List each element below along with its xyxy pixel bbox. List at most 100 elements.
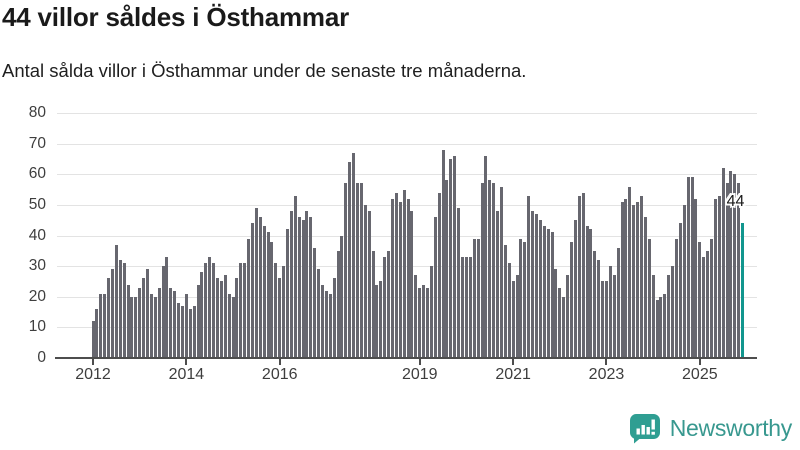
- x-tick: [185, 359, 188, 365]
- chart-title: 44 villor såldes i Östhammar: [2, 2, 350, 32]
- x-tick: [418, 359, 421, 365]
- bar: [503, 244, 507, 358]
- y-tick-label: 10: [28, 318, 46, 336]
- bar: [254, 207, 258, 358]
- bar: [231, 296, 235, 358]
- bar: [363, 204, 367, 358]
- bar: [219, 281, 223, 358]
- bar: [496, 211, 500, 358]
- bar: [433, 217, 437, 358]
- bar: [173, 290, 177, 358]
- bar: [461, 256, 465, 358]
- bar: [262, 226, 266, 358]
- bar: [114, 244, 118, 358]
- y-gridline: [57, 143, 757, 145]
- bar: [550, 232, 554, 358]
- bar: [616, 247, 620, 358]
- bar: [667, 275, 671, 358]
- x-tick: [605, 359, 608, 365]
- bar: [293, 195, 297, 358]
- bar: [717, 195, 721, 358]
- bar: [632, 204, 636, 358]
- highlight-value-annotation: 44: [726, 193, 745, 211]
- x-tick-label: 2019: [401, 366, 438, 383]
- bar: [710, 238, 713, 358]
- bar: [492, 183, 496, 358]
- bar: [324, 290, 328, 358]
- bar: [165, 256, 169, 358]
- bar: [702, 256, 706, 358]
- bar: [581, 192, 585, 358]
- bar: [422, 284, 426, 358]
- bar: [398, 201, 402, 358]
- bar: [655, 299, 659, 358]
- bar: [534, 214, 538, 358]
- bar: [639, 195, 643, 358]
- bar: [554, 269, 558, 358]
- bar: [511, 281, 515, 358]
- bar: [266, 232, 270, 358]
- bar: [698, 241, 702, 358]
- bar: [678, 223, 682, 358]
- bar: [686, 177, 690, 358]
- bar: [212, 263, 216, 358]
- bar: [733, 174, 737, 358]
- bar: [725, 183, 729, 358]
- chart-subtitle: Antal sålda villor i Östhammar under de …: [2, 60, 527, 81]
- bar: [663, 293, 667, 358]
- x-tick-label: 2021: [495, 366, 531, 383]
- y-gridline: [57, 174, 757, 176]
- bar: [208, 256, 212, 358]
- bar: [538, 220, 542, 358]
- bar: [418, 287, 422, 358]
- bar: [340, 235, 344, 358]
- bar: [651, 275, 655, 358]
- bar: [134, 296, 138, 358]
- x-tick-label: 2023: [588, 366, 625, 383]
- bar: [169, 287, 173, 358]
- bar: [476, 238, 480, 358]
- highlight-bar: [741, 223, 745, 358]
- bar: [507, 263, 511, 358]
- x-tick-label: 2016: [261, 366, 298, 383]
- bar: [379, 281, 383, 358]
- bar: [437, 192, 441, 358]
- bar: [713, 198, 717, 358]
- bar: [453, 155, 457, 358]
- bar: [562, 296, 566, 358]
- bar: [519, 238, 523, 358]
- bar: [628, 186, 632, 358]
- bar: [110, 269, 114, 358]
- bar: [348, 162, 352, 358]
- x-tick: [698, 359, 701, 365]
- bar: [387, 250, 391, 358]
- bar: [577, 195, 581, 358]
- bar: [188, 309, 192, 358]
- x-tick: [512, 359, 515, 365]
- bar: [383, 256, 387, 358]
- bar: [130, 296, 134, 358]
- bar: [122, 263, 126, 358]
- bar: [313, 247, 317, 358]
- bar: [682, 204, 686, 358]
- bar: [336, 250, 340, 358]
- bar: [375, 284, 379, 358]
- bar: [690, 177, 694, 358]
- bar: [597, 260, 601, 358]
- y-tick-label: 20: [28, 287, 46, 305]
- bar: [157, 287, 161, 358]
- bar: [227, 293, 231, 358]
- bar: [636, 201, 640, 358]
- bar: [177, 302, 181, 358]
- bar: [99, 293, 103, 358]
- bar: [515, 275, 519, 358]
- bar: [321, 284, 324, 358]
- x-tick-label: 2014: [168, 366, 205, 383]
- bar: [457, 207, 461, 358]
- bar: [270, 241, 274, 358]
- bar: [192, 305, 196, 358]
- bar: [464, 256, 468, 358]
- bar: [282, 266, 286, 358]
- x-tick: [92, 359, 94, 365]
